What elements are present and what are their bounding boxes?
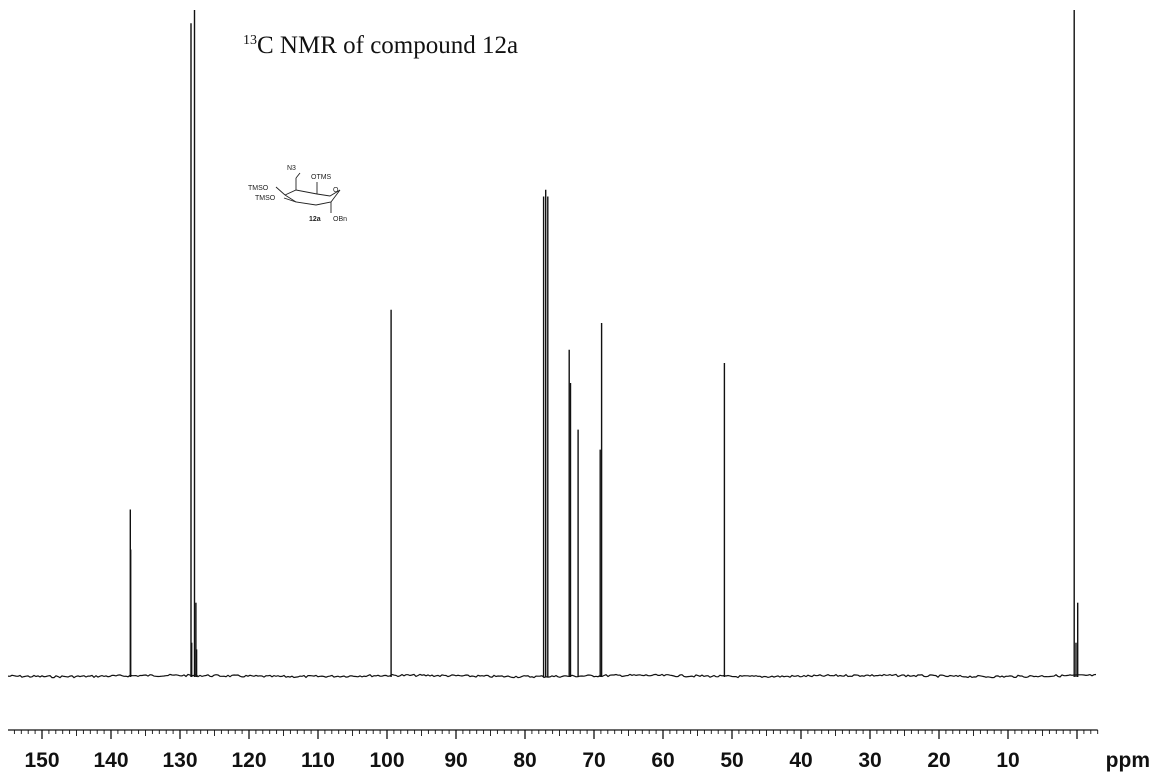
x-tick-label: 130 [162,749,197,772]
x-axis-tick-labels: 150 140 130 120 110 100 90 80 70 60 50 40 30 20 10 [24,749,1019,772]
chart-title: 13C NMR of compound 12a [243,32,518,60]
x-tick-label: 80 [513,749,536,772]
x-tick-label: 30 [858,749,881,772]
x-axis-minor-ticks [13,730,1099,736]
compound-label: 12a [309,216,321,223]
tmso-label-1: TMSO [248,185,269,192]
azide-label: N3 [287,165,296,172]
x-tick-label: 50 [720,749,743,772]
x-tick-label: 120 [231,749,266,772]
x-tick-label: 10 [996,749,1019,772]
isotope-superscript: 13 [243,33,257,48]
ring-bond [284,189,341,206]
x-tick-label: 110 [301,749,335,772]
ring-bond [275,186,286,196]
spectrum-baseline [7,673,1097,679]
otms-label: OTMS [311,174,332,181]
x-axis-unit-label: ppm [1106,749,1150,772]
ring-oxygen-label: O [333,187,339,194]
ring-bond [283,197,297,203]
x-tick-label: 70 [582,749,605,772]
tmso-label-2: TMSO [255,195,276,202]
obn-label: OBn [333,216,347,223]
x-tick-label: 140 [93,749,128,772]
x-tick-label: 90 [444,749,467,772]
x-tick-label: 60 [651,749,674,772]
molecule-structure: N3 OTMS O TMSO TMSO OBn 12a [248,165,347,223]
x-tick-label: 100 [369,749,404,772]
spectrum-peaks [129,10,1079,677]
x-tick-label: 150 [24,749,59,772]
ring-bond [295,172,301,179]
x-tick-label: 40 [789,749,812,772]
x-tick-label: 20 [927,749,950,772]
x-axis-major-ticks [41,730,1078,739]
chart-title-text: C NMR of compound 12a [257,32,519,59]
